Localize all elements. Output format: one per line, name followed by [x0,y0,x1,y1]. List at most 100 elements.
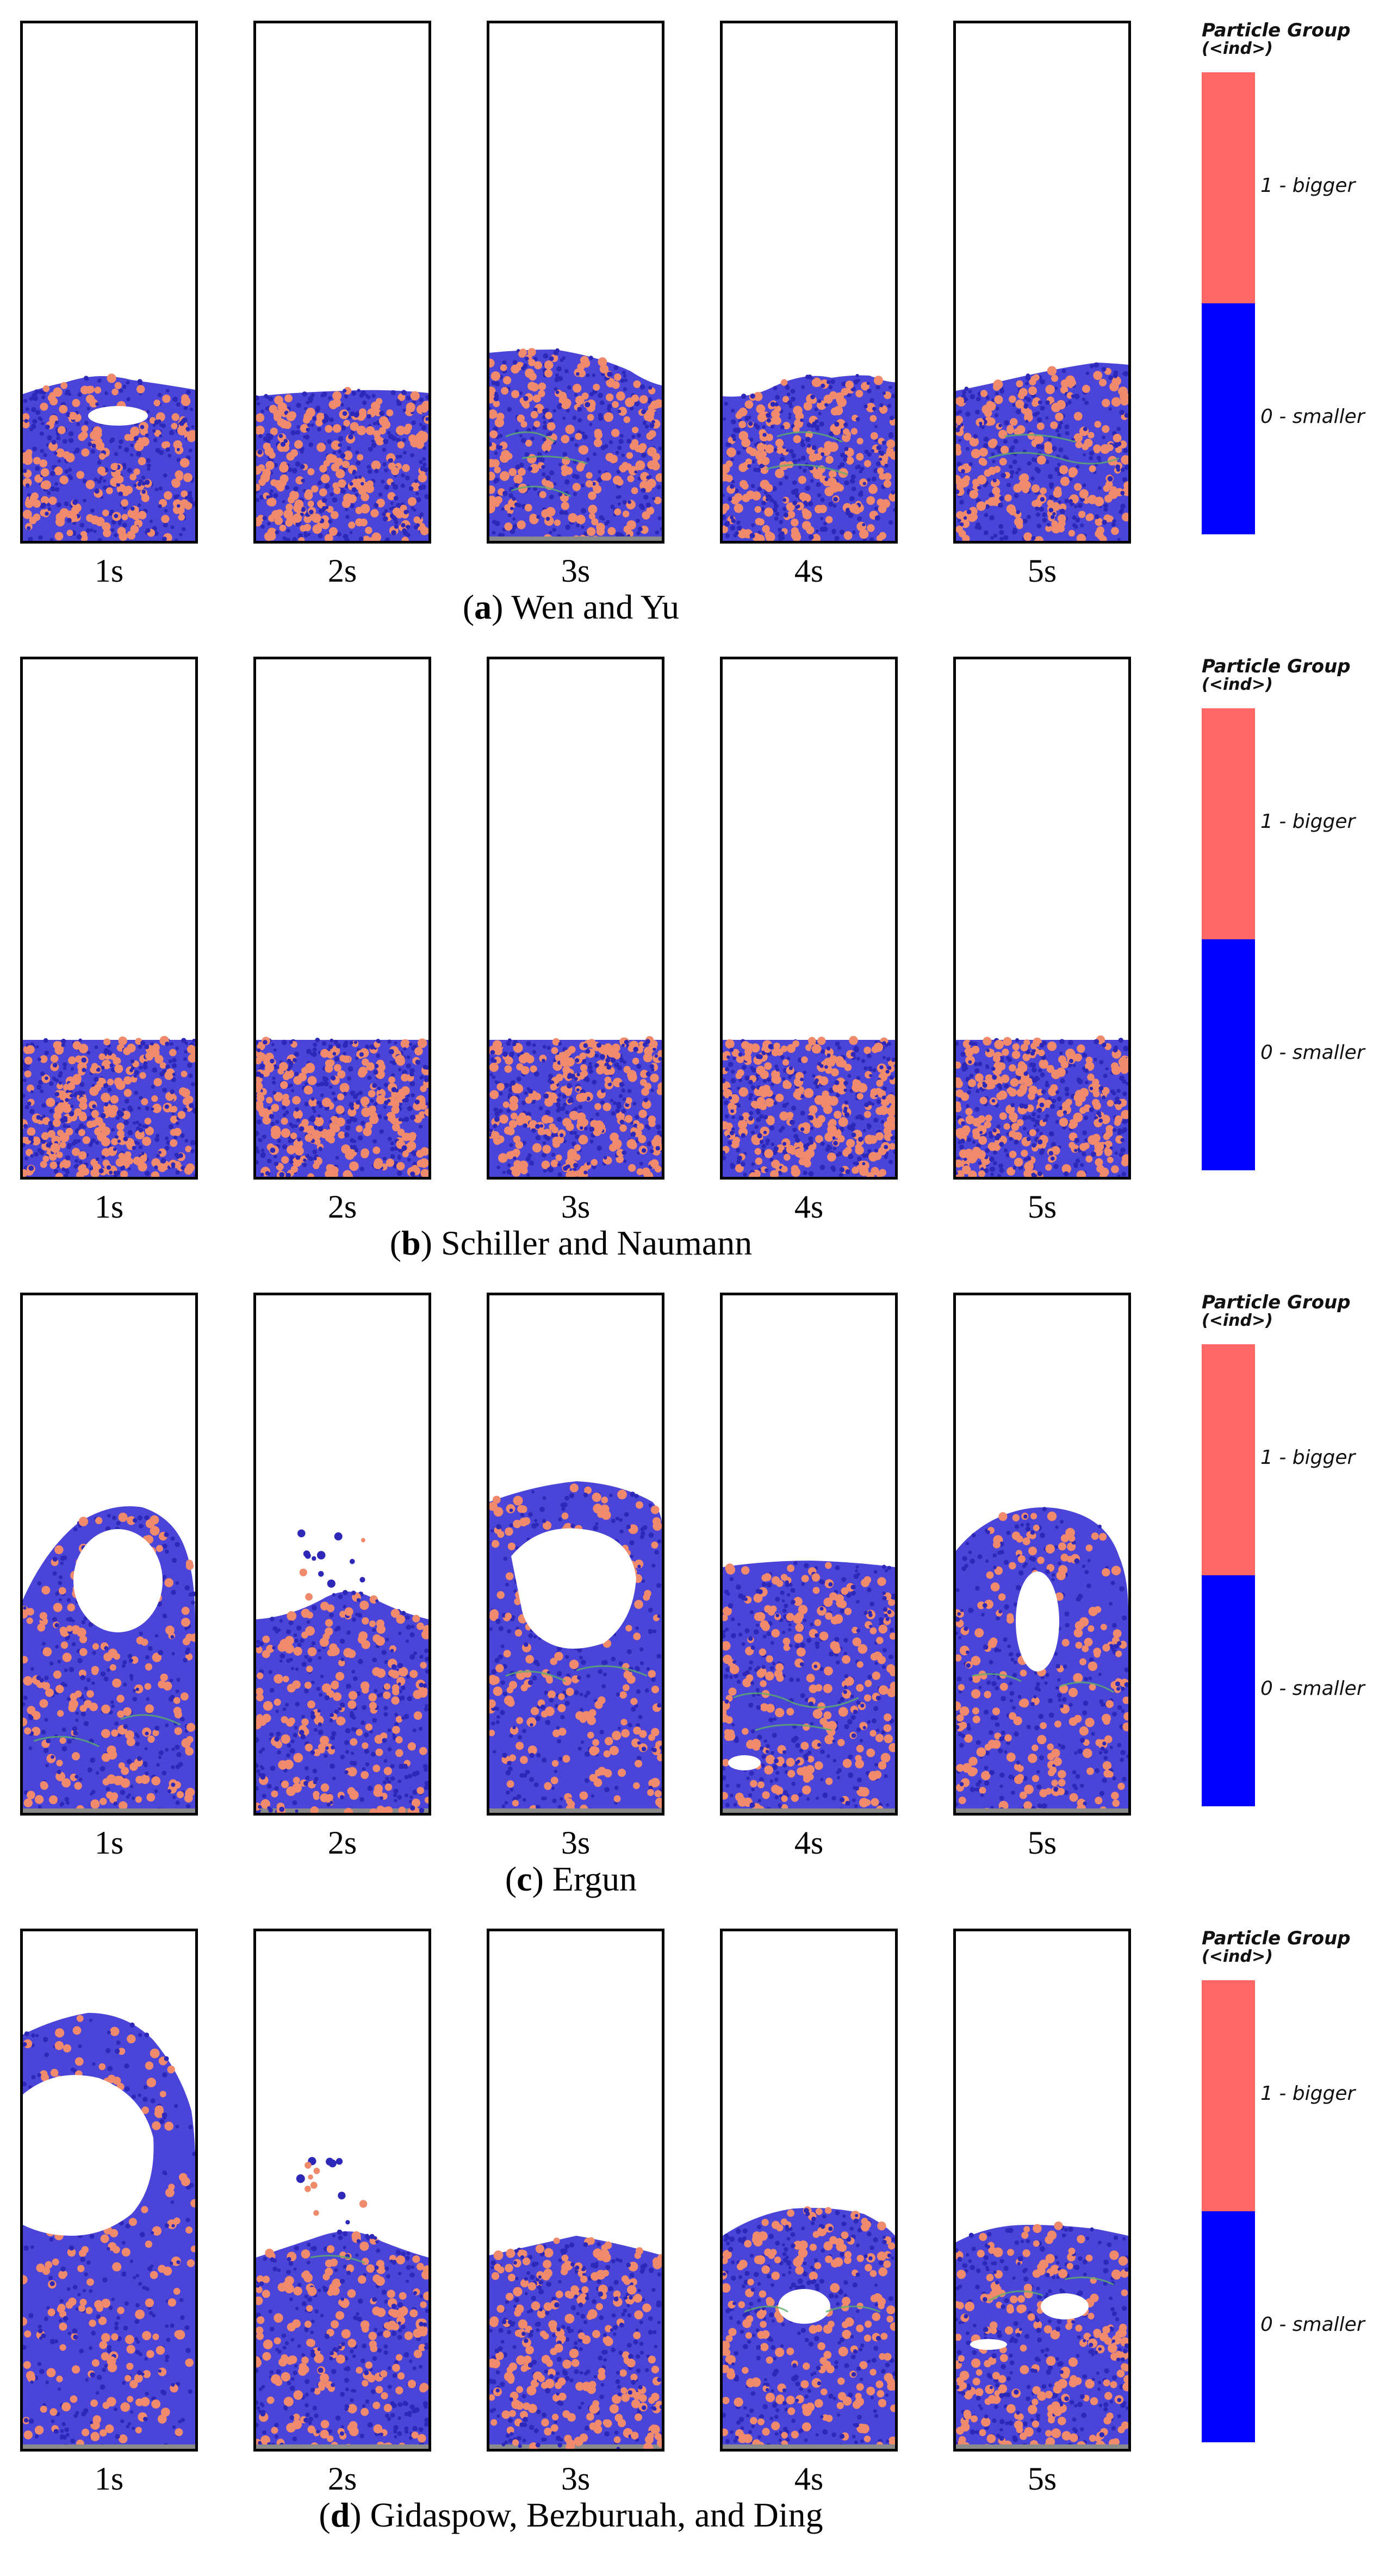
bed-a-5s [956,362,1128,541]
bed-d-4s [723,2206,895,2449]
bed-c-2s [256,1529,428,1813]
bed-c-5s [956,1507,1128,1813]
time-label: 5s [1027,1825,1057,1861]
legend-subtitle: (<ind>) [1202,1947,1273,1966]
legend-swatch-bigger [1202,72,1255,303]
snapshot-d-3s [487,1929,664,2452]
legend-label-bigger: 1 - bigger [1260,1446,1356,1469]
time-label: 1s [94,553,124,589]
legend-label-smaller: 0 - smaller [1260,1677,1365,1700]
legend-swatch-smaller [1202,939,1255,1170]
legend-swatch-bigger [1202,1980,1255,2211]
time-label: 3s [561,1189,591,1225]
snapshot-a-5s [953,21,1131,544]
snapshot-c-5s [953,1293,1131,1816]
legend: Particle Group (<ind>) 1 - bigger 0 - sm… [1202,656,1365,1170]
panel-title: Gidaspow, Bezburuah, and Ding [370,2496,823,2534]
bed-a-4s [723,373,895,541]
legend-label-bigger: 1 - bigger [1260,174,1356,197]
legend-title: Particle Group [1202,20,1351,41]
legend-colorbar [1202,1344,1255,1806]
time-label: 5s [1027,553,1057,589]
panel-title: Schiller and Naumann [440,1224,753,1262]
time-label: 1s [94,1189,124,1225]
bed-b-5s [956,1035,1128,1177]
legend-colorbar [1202,708,1255,1170]
panel-a: 1s 2s 3s 4s 5s (a) Wen and Yu Particle G… [0,0,1398,636]
panel-caption: (a) Wen and Yu [462,588,680,626]
legend: Particle Group (<ind>) 1 - bigger 0 - sm… [1202,1292,1365,1806]
snapshot-a-2s [253,21,431,544]
legend-label-smaller: 0 - smaller [1260,2313,1365,2336]
time-label: 3s [561,2461,591,2497]
snapshot-b-4s [720,657,898,1180]
legend-swatch-smaller [1202,303,1255,534]
snapshot-a-3s [487,21,664,544]
legend-title: Particle Group [1202,656,1351,677]
time-label: 4s [794,2461,824,2497]
legend-subtitle: (<ind>) [1202,1311,1273,1330]
snapshot-b-3s [487,657,664,1180]
bed-a-1s [23,373,195,541]
snapshot-b-5s [953,657,1131,1180]
panel-d: 1s 2s 3s 4s 5s (d) Gidaspow, Bezburuah, … [0,1908,1398,2544]
panel-title: Wen and Yu [511,588,680,626]
bed-b-2s [256,1037,428,1177]
panel-title: Ergun [552,1860,637,1898]
time-label: 4s [794,1189,824,1225]
time-label: 1s [94,2461,124,2497]
legend-swatch-smaller [1202,1575,1255,1806]
time-label: 2s [327,2461,357,2497]
time-label: 1s [94,1825,124,1861]
bed-a-2s [256,386,428,541]
bed-d-5s [956,2221,1128,2449]
panel-b: 1s 2s 3s 4s 5s (b) Schiller and Naumann … [0,636,1398,1272]
bed-c-3s [489,1481,662,1813]
snapshot-c-4s [720,1293,898,1816]
legend-swatch-bigger [1202,1344,1255,1575]
time-label: 2s [327,1825,357,1861]
legend-label-bigger: 1 - bigger [1260,810,1356,833]
time-label: 5s [1027,2461,1057,2497]
legend-subtitle: (<ind>) [1202,675,1273,694]
legend-label-smaller: 0 - smaller [1260,406,1365,428]
bed-a-3s [489,348,662,541]
time-label: 5s [1027,1189,1057,1225]
legend-title: Particle Group [1202,1928,1351,1949]
snapshot-d-1s [20,1929,198,2452]
legend-label-bigger: 1 - bigger [1260,2082,1356,2105]
bed-d-1s [23,2013,195,2449]
time-label: 4s [794,553,824,589]
snapshot-c-1s [20,1293,198,1816]
time-label: 4s [794,1825,824,1861]
bed-d-2s [256,2157,428,2449]
panel-letter: c [517,1860,532,1898]
bed-c-4s [723,1561,895,1813]
legend-swatch-bigger [1202,708,1255,939]
panel-letter: d [330,2496,350,2534]
panel-caption: (c) Ergun [505,1860,637,1898]
snapshot-d-2s [253,1929,431,2452]
legend-swatch-smaller [1202,2211,1255,2442]
time-label: 3s [561,1825,591,1861]
time-label: 2s [327,1189,357,1225]
legend-title: Particle Group [1202,1292,1351,1313]
snapshot-c-3s [487,1293,664,1816]
snapshot-a-1s [20,21,198,544]
panel-caption: (d) Gidaspow, Bezburuah, and Ding [319,2496,823,2534]
bed-d-3s [489,2236,662,2449]
legend: Particle Group (<ind>) 1 - bigger 0 - sm… [1202,1928,1365,2442]
bed-b-3s [489,1036,662,1177]
time-label: 2s [327,553,357,589]
snapshot-a-4s [720,21,898,544]
bed-b-4s [723,1036,895,1177]
legend-colorbar [1202,1980,1255,2442]
snapshot-d-4s [720,1929,898,2452]
snapshot-d-5s [953,1929,1131,2452]
panel-caption: (b) Schiller and Naumann [389,1224,753,1262]
panel-c: 1s 2s 3s 4s 5s (c) Ergun Particle Group … [0,1272,1398,1908]
time-label: 3s [561,553,591,589]
bed-b-1s [23,1036,195,1177]
bed-c-1s [23,1506,195,1813]
panel-letter: b [401,1224,421,1262]
